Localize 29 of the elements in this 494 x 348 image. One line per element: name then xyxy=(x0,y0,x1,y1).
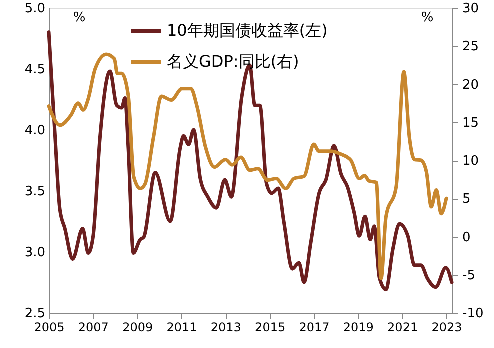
x-tick-label: 2021 xyxy=(388,320,418,334)
y-tick-label: 4.0 xyxy=(24,124,46,138)
x-tick-label: 2007 xyxy=(78,320,109,334)
x-tick-label: 2023 xyxy=(432,320,462,334)
x-tick-label: 2009 xyxy=(122,320,154,334)
y-tick-label: 4.5 xyxy=(24,62,46,78)
x-tick-label: 2019 xyxy=(343,320,374,334)
x-tick-label: 2005 xyxy=(34,320,65,334)
y-tick-label: 3.0 xyxy=(24,246,46,260)
y2-tick-label: 25 xyxy=(462,40,480,55)
x-tick-label: 2017 xyxy=(299,320,330,334)
x-tick-label: 2013 xyxy=(210,320,242,334)
y-tick-label: 2.5 xyxy=(24,306,46,322)
y2-tick-label: 5 xyxy=(462,192,471,208)
legend-label: 名义GDP:同比(右) xyxy=(167,52,300,71)
y-tick-label: 3.5 xyxy=(24,184,46,200)
y2-tick-label: 15 xyxy=(462,116,480,131)
y2-tick-label: 0 xyxy=(462,230,471,246)
y2-tick-label: 10 xyxy=(462,154,480,169)
y2-tick-label: -10 xyxy=(462,306,484,322)
y2-axis-title: % xyxy=(421,10,434,26)
y2-tick-label: -5 xyxy=(462,268,476,284)
y-tick-label: 5.0 xyxy=(24,2,46,16)
x-tick-label: 2015 xyxy=(255,320,286,334)
y2-tick-label: 20 xyxy=(462,78,480,93)
legend-label: 10年期国债收益率(左) xyxy=(167,21,328,40)
y-axis-title: % xyxy=(73,10,86,26)
y2-tick-label: 30 xyxy=(462,2,480,16)
x-tick-label: 2011 xyxy=(166,320,198,334)
